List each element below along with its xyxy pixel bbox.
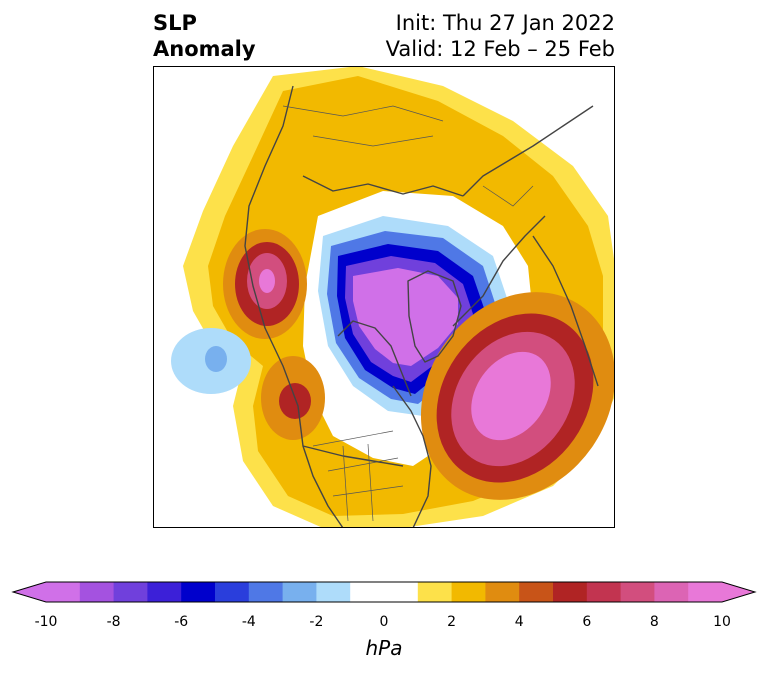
colorbar-bin (316, 582, 351, 602)
colorbar-bin (553, 582, 588, 602)
coastlines (244, 85, 599, 528)
colorbar-tick-label: -8 (106, 614, 121, 630)
colorbar (11, 581, 757, 603)
alaska-high-9hpa (259, 269, 275, 293)
colorbar-bin (384, 582, 419, 602)
colorbar-bin (417, 582, 453, 602)
colorbar-bin (620, 582, 655, 602)
colorbar-bin (79, 582, 115, 602)
colorbar-tick-label: 4 (514, 614, 524, 630)
colorbar-bin (248, 582, 284, 602)
colorbar-tick-label: 10 (713, 614, 731, 630)
valid-range: Valid: 12 Feb – 25 Feb (385, 37, 615, 61)
colorbar-bin (688, 582, 723, 602)
colorbar-outline (11, 581, 757, 603)
colorbar-bin (181, 582, 216, 602)
colorbar-bin (46, 582, 81, 602)
anomaly-map (153, 66, 615, 528)
colorbar-tick-label: -6 (174, 614, 189, 630)
pacific-low-3hpa (205, 346, 227, 372)
colorbar-bin (451, 582, 486, 602)
title-line-2: Anomaly (153, 37, 256, 61)
colorbar-units: hPa (365, 636, 403, 660)
atlantic-high-9hpa (471, 351, 551, 441)
colorbar-bin (113, 582, 148, 602)
title-line-1: SLP (153, 11, 197, 35)
colorbar-tick-label: -10 (34, 614, 58, 630)
colorbar-tick-label: 6 (582, 614, 592, 630)
borders (282, 105, 534, 522)
colorbar-bin (147, 582, 182, 602)
colorbar-bin (350, 582, 385, 602)
map-frame (153, 66, 615, 528)
colorbar-bin (215, 582, 250, 602)
colorbar-extend-low (13, 582, 46, 602)
colorbar-bin (485, 582, 520, 602)
date-info: Init: Thu 27 Jan 2022 Valid: 12 Feb – 25… (386, 10, 615, 62)
colorbar-tick-label: 0 (379, 614, 389, 630)
colorbar-bin (519, 582, 554, 602)
colorbar-bin (654, 582, 689, 602)
colorbar-tick-label: -4 (241, 614, 256, 630)
negative-anomaly-9hpa (353, 268, 458, 366)
colorbar-tick-label: 2 (447, 614, 457, 630)
colorbar-bin (282, 582, 317, 602)
map-svg (153, 66, 615, 528)
colorbar-extend-high (722, 582, 755, 602)
map-title: SLP Anomaly (153, 10, 256, 62)
colorbar-bin (586, 582, 622, 602)
westcoast-high-5hpa (279, 383, 311, 419)
init-date: Init: Thu 27 Jan 2022 (395, 11, 615, 35)
colorbar-tick-label: 8 (649, 614, 659, 630)
colorbar-tick-label: -2 (309, 614, 324, 630)
